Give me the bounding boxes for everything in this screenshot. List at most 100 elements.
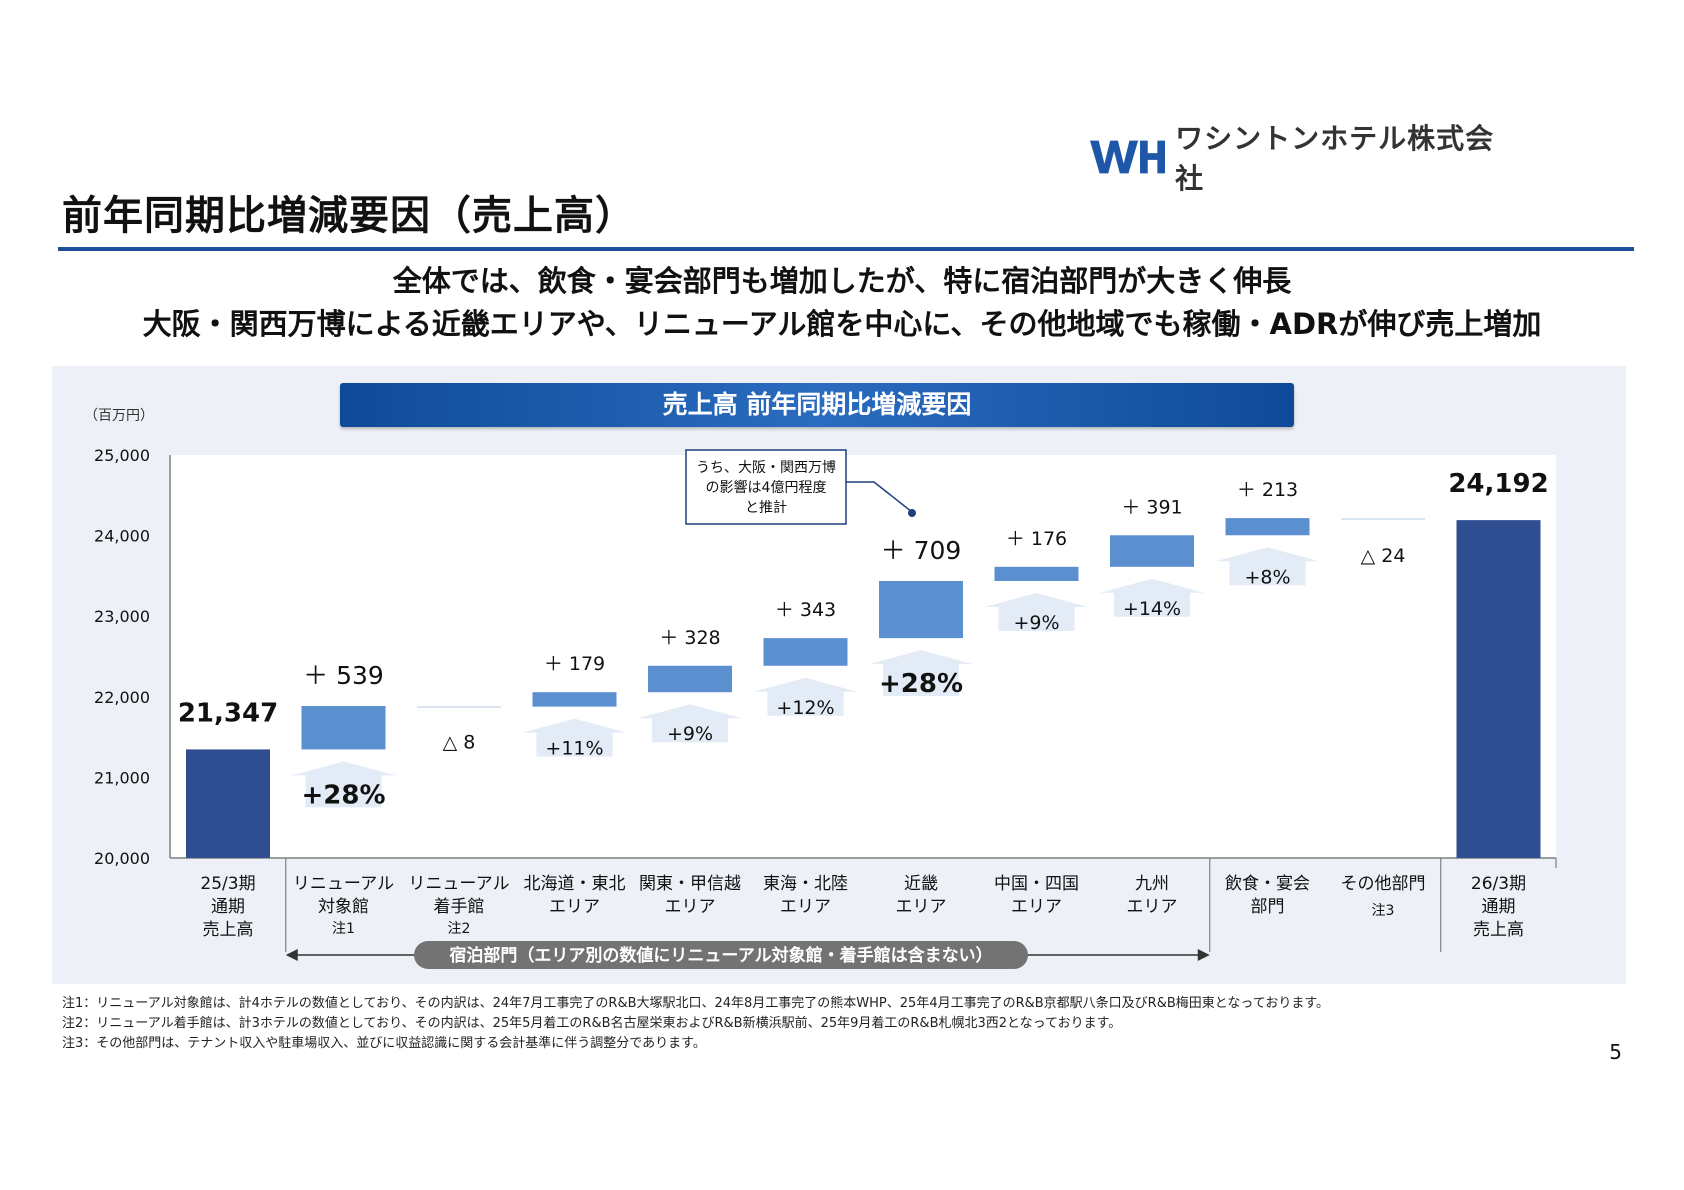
pct-arrow-shape [753, 677, 858, 716]
pct-label: +14% [1123, 598, 1181, 620]
category-label: 北海道・東北 [524, 874, 626, 894]
y-tick-label: 21,000 [94, 768, 150, 787]
value-label: 24,192 [1448, 469, 1548, 499]
category-label: 飲食・宴会 [1225, 874, 1310, 894]
increase-bar [648, 665, 732, 693]
annotation-text: と推計 [745, 500, 787, 516]
increase-bar [301, 705, 386, 750]
pct-label: +28% [301, 780, 385, 810]
data-labels: 21,347 ＋ 539 +28% △ 8 ＋ 179 +11% ＋ 328 +9% ＋ 343… [178, 469, 1549, 810]
footnote-2: 注2：リニューアル着手館は、計3ホテルの数値としており、その内訳は、25年5月着… [62, 1016, 1122, 1031]
decrease-bar [1341, 518, 1425, 521]
pct-arrow-shape [638, 704, 742, 743]
category-label: 売上高 [1473, 920, 1524, 940]
pct-label: +9% [1013, 612, 1059, 634]
category-label: 売上高 [203, 920, 254, 940]
y-tick-label: 24,000 [94, 527, 150, 546]
value-label: △ 24 [1361, 545, 1406, 567]
category-label: リニューアル [408, 874, 509, 894]
increase-bar [763, 638, 848, 666]
right-arrowhead-icon [1197, 949, 1210, 961]
annotation-box [685, 449, 847, 525]
segment-label: 宿泊部門（エリア別の数値にリニューアル対象館・着手館は含まない） [449, 945, 992, 966]
annotation-dot [908, 509, 916, 517]
value-label: 21,347 [178, 698, 278, 728]
pct-label: +11% [545, 738, 603, 760]
y-tick-label: 25,000 [94, 446, 150, 465]
category-label: リニューアル [293, 874, 394, 894]
axes: 20,000 21,000 22,000 23,000 24,000 25,000 [94, 446, 1557, 952]
category-label: 通期 [1482, 897, 1516, 917]
category-label: 26/3期 [1471, 874, 1526, 894]
category-label: 東海・北陸 [763, 874, 848, 894]
chart-title: 売上高 前年同期比増減要因 [340, 383, 1294, 427]
value-label: ＋ 176 [1006, 528, 1067, 550]
title-divider [58, 247, 1634, 251]
headline-line-1: 全体では、飲食・宴会部門も増加したが、特に宿泊部門が大きく伸長 [392, 264, 1292, 298]
category-label: 近畿 [904, 874, 938, 894]
category-label: エリア [780, 897, 831, 917]
total-bar [186, 749, 270, 858]
y-tick-label: 22,000 [94, 688, 150, 707]
value-label: ＋ 179 [544, 653, 605, 675]
pct-arrow-shape [1215, 547, 1320, 586]
increase-bar [1225, 518, 1310, 536]
segment-label-pill [414, 941, 1028, 969]
footnote-1: 注1：リニューアル対象館は、計4ホテルの数値としており、その内訳は、24年7月工… [62, 996, 1330, 1011]
page-number: 5 [1609, 1040, 1622, 1064]
category-label: エリア [1011, 897, 1062, 917]
value-label: ＋ 391 [1121, 496, 1182, 518]
value-label: ＋ 343 [775, 599, 836, 621]
logo-text: ワシントンホテル株式会社 [1175, 122, 1495, 195]
pct-arrows [291, 547, 1320, 808]
category-label: エリア [665, 897, 716, 917]
value-label: ＋ 539 [303, 661, 384, 690]
total-bar [1456, 520, 1541, 858]
value-label: △ 8 [443, 732, 476, 754]
category-label: エリア [896, 897, 947, 917]
category-label: 着手館 [434, 897, 485, 917]
value-label: ＋ 328 [659, 627, 720, 649]
increase-bar [994, 566, 1079, 581]
pct-arrow-shape [1100, 578, 1204, 617]
pct-label: +9% [667, 723, 713, 745]
pct-arrow-shape [522, 718, 627, 757]
category-label: エリア [1127, 897, 1178, 917]
company-logo: ワシントンホテル株式会社 [1090, 122, 1510, 195]
plot-area [170, 455, 1556, 858]
category-label: 通期 [211, 897, 245, 917]
category-label: 25/3期 [200, 874, 255, 894]
category-label: その他部門 [1341, 874, 1426, 894]
category-label: 関東・甲信越 [639, 874, 741, 894]
footnote-3: 注3：その他部門は、テナント収入や駐車場収入、並びに収益認識に関する会計基準に伴… [62, 1036, 706, 1051]
y-tick-label: 20,000 [94, 849, 150, 868]
increase-bar [879, 580, 963, 639]
page-title: 前年同期比増減要因（売上高） [62, 193, 636, 239]
unit-label: （百万円） [84, 408, 154, 424]
category-label: 中国・四国 [994, 874, 1079, 894]
pct-label: +8% [1244, 566, 1290, 588]
left-arrowhead-icon [285, 949, 298, 961]
segment-bracket: 宿泊部門（エリア別の数値にリニューアル対象館・着手館は含まない） [285, 941, 1210, 969]
pct-arrow-shape [291, 761, 396, 808]
pct-label: +28% [879, 669, 963, 699]
pct-arrow-shape [984, 592, 1089, 631]
annotation-text: うち、大阪・関西万博 [696, 459, 836, 476]
decrease-bar [417, 705, 501, 708]
annotation-text: の影響は4億円程度 [706, 479, 827, 496]
value-label: ＋ 213 [1237, 479, 1298, 501]
category-label: エリア [549, 897, 600, 917]
category-note: 注1 [332, 921, 355, 937]
category-note: 注2 [448, 921, 471, 937]
value-label: ＋ 709 [881, 536, 962, 565]
category-note: 注3 [1372, 903, 1395, 919]
pct-label: +12% [776, 697, 834, 719]
annotation-leader [846, 481, 913, 513]
category-label: 部門 [1251, 897, 1285, 917]
y-tick-label: 23,000 [94, 607, 150, 626]
category-label: 九州 [1135, 874, 1169, 894]
headline-line-2: 大阪・関西万博による近畿エリアや、リニューアル館を中心に、その他地域でも稼働・A… [142, 307, 1542, 341]
